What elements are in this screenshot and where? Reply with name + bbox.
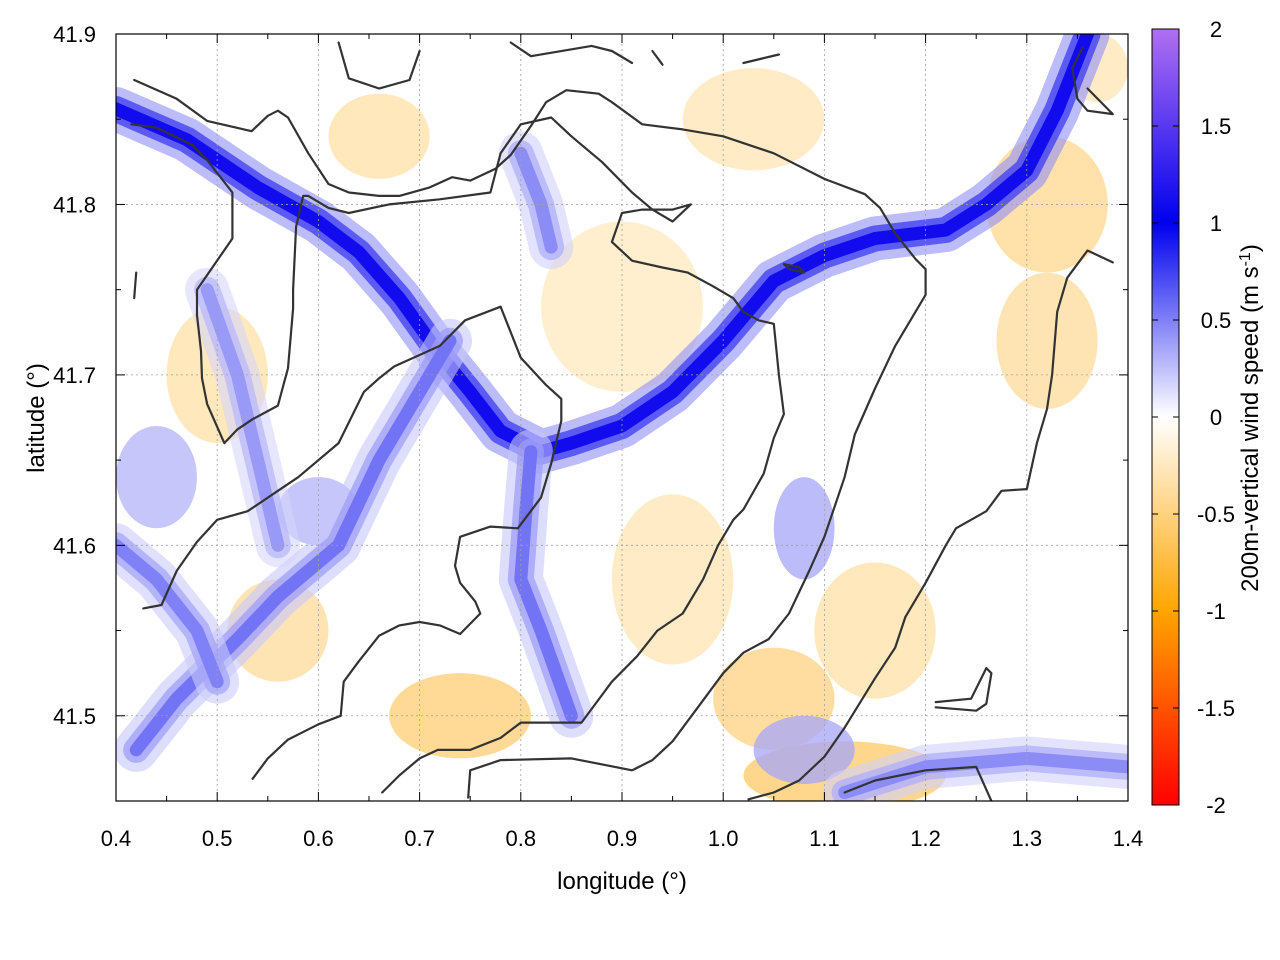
contour-line-3 xyxy=(747,249,1114,801)
heat-patch-13 xyxy=(773,477,835,580)
colorbar-tick-label-0: 2 xyxy=(1210,17,1222,42)
terrain-contours xyxy=(130,41,1114,801)
x-tick-label-2: 0.6 xyxy=(303,826,334,851)
x-tick-label-1: 0.5 xyxy=(202,826,233,851)
heat-patch-8 xyxy=(814,562,936,699)
colorbar-title-end: ) xyxy=(1237,244,1264,252)
heat-patch-15 xyxy=(116,426,197,529)
x-axis-ticks: 0.4 0.5 0.6 0.7 0.8 0.9 1.0 1.1 1.2 1.3 1.4 xyxy=(101,34,1144,851)
x-tick-label-3: 0.7 xyxy=(404,826,435,851)
contour-line-6 xyxy=(509,41,634,65)
colorbar-tick-label-7: -1.5 xyxy=(1197,696,1235,721)
contour-line-0 xyxy=(133,78,927,799)
y-tick-label-3: 41.8 xyxy=(53,192,96,217)
ridge-core-6 xyxy=(200,283,285,552)
x-axis-title: longitude (°) xyxy=(557,868,687,895)
y-tick-label-4: 41.9 xyxy=(53,22,96,47)
colorbar-tick-label-6: -1 xyxy=(1206,599,1226,624)
colorbar-ticks: 2 1.5 1 0.5 0 -0.5 -1 -1.5 -2 xyxy=(1152,17,1235,818)
x-tick-label-10: 1.4 xyxy=(1113,826,1144,851)
heat-patch-6 xyxy=(328,93,430,179)
contour-line-9 xyxy=(133,271,138,300)
colorbar-tick-label-2: 1 xyxy=(1210,211,1222,236)
heat-patch-12 xyxy=(541,221,703,392)
y-tick-label-1: 41.6 xyxy=(53,533,96,558)
x-tick-label-8: 1.2 xyxy=(910,826,941,851)
colorbar-tick-label-5: -0.5 xyxy=(1197,502,1235,527)
ridge-core-0 xyxy=(116,34,1094,459)
contour-line-12 xyxy=(843,765,993,801)
contour-line-8 xyxy=(742,53,780,65)
y-tick-label-2: 41.7 xyxy=(53,363,96,388)
colorbar-title-main: 200m-vertical wind speed (m s xyxy=(1237,266,1264,591)
ridge-core-2 xyxy=(129,334,457,757)
contour-line-5 xyxy=(337,41,421,90)
colorbar-title: 200m-vertical wind speed (m s-1) xyxy=(1237,244,1265,592)
x-tick-label-7: 1.1 xyxy=(809,826,840,851)
contour-line-7 xyxy=(651,49,664,66)
contour-line-11 xyxy=(782,263,806,274)
heat-patch-9 xyxy=(611,494,734,665)
x-tick-label-9: 1.3 xyxy=(1012,826,1043,851)
contour-line-4 xyxy=(1071,46,1114,116)
colorbar-tick-label-3: 0.5 xyxy=(1201,308,1232,333)
x-tick-label-5: 0.9 xyxy=(607,826,638,851)
heat-patch-0 xyxy=(389,673,531,759)
colorbar-title-sup: -1 xyxy=(1237,252,1254,266)
colorbar-tick-label-1: 1.5 xyxy=(1201,114,1232,139)
y-axis-title: latitude (°) xyxy=(23,363,50,473)
x-tick-label-0: 0.4 xyxy=(101,826,132,851)
colorbar-tick-label-4: 0 xyxy=(1210,405,1222,430)
contour-line-10 xyxy=(934,667,993,712)
ridge-core-3 xyxy=(116,538,224,689)
y-axis-ticks: 41.5 41.6 41.7 41.8 41.9 xyxy=(53,22,1128,802)
x-tick-label-6: 1.0 xyxy=(708,826,739,851)
heat-patch-10 xyxy=(682,68,825,171)
contour-line-2 xyxy=(142,305,563,780)
contour-line-1 xyxy=(130,116,785,794)
heat-patch-14 xyxy=(753,715,855,784)
y-tick-label-0: 41.5 xyxy=(53,704,96,729)
ridge-core-4 xyxy=(838,751,1128,799)
colorbar-tick-label-8: -2 xyxy=(1206,793,1226,818)
x-tick-label-4: 0.8 xyxy=(506,826,537,851)
heat-patch-4 xyxy=(996,272,1098,409)
